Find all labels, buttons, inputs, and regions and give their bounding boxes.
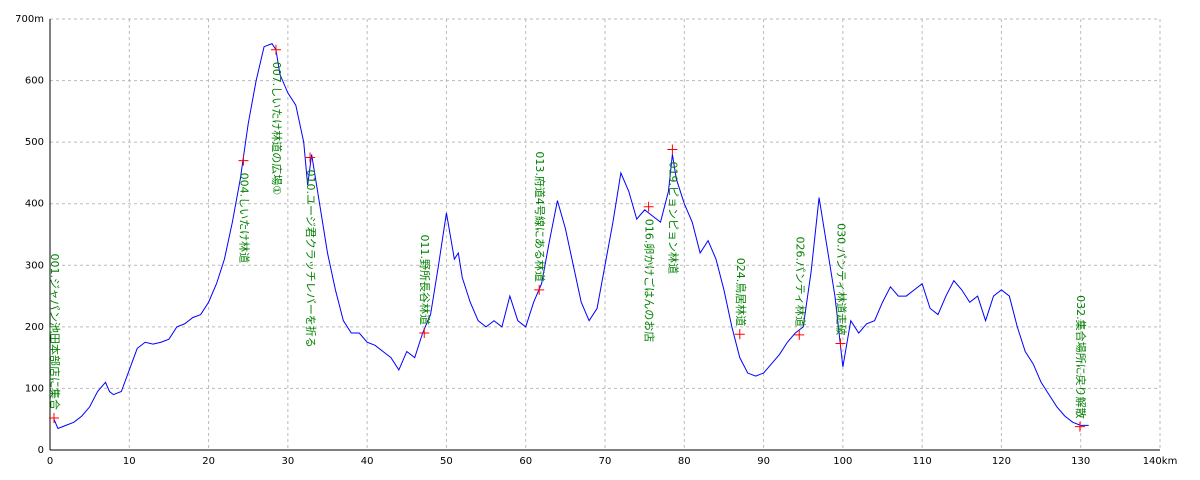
waypoint-label: 026.パンティ林道	[793, 236, 807, 326]
waypoint-marker	[238, 155, 249, 166]
x-tick-label: 30	[281, 456, 294, 467]
x-tick-label: 80	[678, 456, 691, 467]
waypoint-marker	[643, 201, 654, 212]
waypoint-label: 011.野所長谷林道	[418, 235, 432, 326]
x-tick-label: 90	[757, 456, 770, 467]
waypoint-marker	[305, 152, 316, 163]
y-tick-label: 100	[25, 383, 44, 394]
waypoint-marker	[1074, 421, 1085, 432]
waypoint-label: 024.鳥居林道	[734, 258, 748, 327]
waypoint-label: 007.しいたけ林道の広場①	[270, 62, 284, 195]
x-tick-label: 100	[833, 456, 852, 467]
waypoint-marker	[794, 329, 805, 340]
x-tick-label: 140km	[1143, 456, 1178, 467]
waypoint-label: 013.府道4号線にある林道	[533, 151, 547, 282]
y-tick-label: 300	[25, 260, 44, 271]
waypoint-label: 019.ピョンピョン林道	[666, 162, 680, 275]
y-tick-label: 600	[25, 76, 44, 87]
y-tick-label: 500	[25, 137, 44, 148]
waypoint-label: 016.卵かけごはんのお店	[643, 219, 657, 342]
x-tick-label: 60	[519, 456, 532, 467]
x-tick-label: 40	[361, 456, 374, 467]
waypoint-marker	[835, 338, 846, 349]
waypoint-marker	[734, 329, 745, 340]
waypoint-label: 010.ユージ君クラッチレバーを折る	[304, 170, 318, 348]
waypoint-label: 001.ジャパン池田本部店に集合	[48, 253, 62, 410]
y-tick-label: 400	[25, 199, 44, 210]
x-tick-label: 130	[1071, 456, 1090, 467]
waypoint-marker	[667, 144, 678, 155]
waypoint-label: 032.集合場所に戻り解散	[1074, 295, 1088, 419]
waypoint-label: 004.しいたけ林道	[237, 173, 251, 264]
waypoint-marker	[270, 44, 281, 55]
y-tick-label: 0	[38, 445, 44, 456]
x-tick-label: 50	[440, 456, 453, 467]
waypoint-marker	[534, 284, 545, 295]
x-tick-label: 110	[913, 456, 932, 467]
x-tick-label: 20	[202, 456, 215, 467]
elevation-line	[53, 43, 1089, 430]
x-tick-label: 70	[599, 456, 612, 467]
waypoint-label: 030.パンティ林道走破	[834, 223, 848, 335]
x-tick-label: 0	[47, 456, 53, 467]
waypoint-marker	[419, 328, 430, 339]
x-tick-label: 120	[992, 456, 1011, 467]
y-tick-label: 200	[25, 322, 44, 333]
x-tick-label: 10	[123, 456, 136, 467]
y-tick-label: 700m	[15, 14, 44, 25]
waypoint-marker	[48, 412, 59, 423]
